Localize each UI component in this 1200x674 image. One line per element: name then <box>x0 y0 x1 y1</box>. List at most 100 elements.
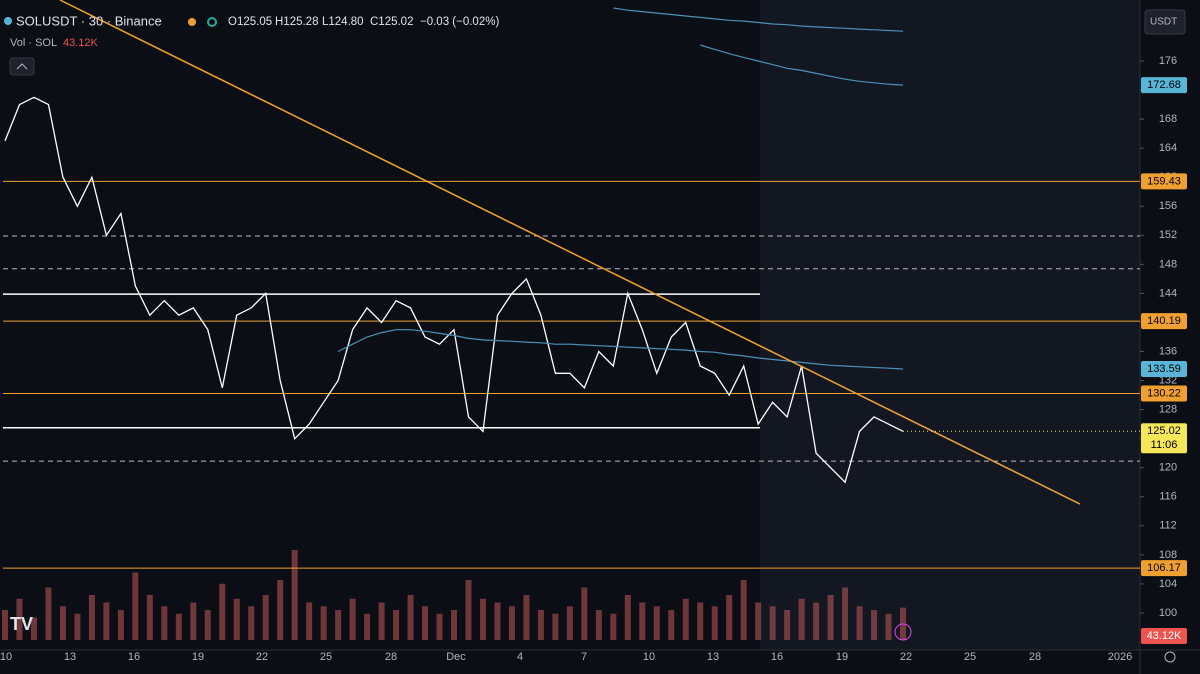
y-tick-label: 144 <box>1159 287 1177 299</box>
x-tick-label: 28 <box>385 651 397 663</box>
alert-icon[interactable] <box>894 623 912 641</box>
price-badge <box>1141 423 1187 454</box>
collapse-icon <box>16 63 28 70</box>
x-tick-label: 4 <box>517 651 523 663</box>
series-line <box>700 44 904 86</box>
level-badge-label: 130.22 <box>1147 387 1181 399</box>
x-tick-label: 19 <box>836 651 848 663</box>
volume-bar <box>653 606 660 640</box>
volume-bar <box>219 583 226 640</box>
level-badge-label: 140.19 <box>1147 315 1181 327</box>
series-line <box>337 329 904 370</box>
x-tick-label: 10 <box>643 651 655 663</box>
volume-bar <box>277 580 284 640</box>
ohlc-value: C125.02 <box>370 16 413 28</box>
countdown: 11:06 <box>1151 439 1178 451</box>
volume-bar <box>393 610 400 640</box>
volume-bar <box>378 602 385 640</box>
trendline <box>59 0 1081 505</box>
y-tick-label: 132 <box>1159 374 1177 386</box>
plot <box>2 0 1140 640</box>
volume-bar <box>711 606 718 640</box>
currency-button[interactable] <box>1144 9 1186 35</box>
volume-bar <box>479 598 486 640</box>
level-badge <box>1141 313 1187 330</box>
volume-bar <box>537 610 544 640</box>
collapse-button[interactable] <box>9 57 35 76</box>
volume-bar <box>161 606 168 640</box>
volume-bar <box>30 617 37 640</box>
y-tick-label: 120 <box>1159 462 1177 474</box>
volume-bar <box>798 598 805 640</box>
volume-bar <box>523 595 530 640</box>
price-badge-label: 125.02 <box>1147 425 1181 437</box>
volume-bar <box>291 550 298 640</box>
volume-bar <box>451 610 457 640</box>
symbol-icon <box>4 17 12 25</box>
y-tick-label: 112 <box>1159 520 1177 532</box>
ohlc-value: H125.28 <box>275 16 318 28</box>
y-tick-label: 116 <box>1159 491 1177 503</box>
volume-bar <box>871 610 878 640</box>
volume-badge-label: 43.12K <box>1147 630 1183 642</box>
volume-bar <box>117 610 124 640</box>
status-dot <box>188 18 196 26</box>
x-tick-label: 25 <box>320 651 332 663</box>
volume-title: Vol · SOL <box>10 37 57 49</box>
y-tick-label: 104 <box>1159 578 1177 590</box>
volume-bar <box>74 613 81 640</box>
level-badge <box>1141 385 1187 402</box>
price-badge-label: 172.68 <box>1147 79 1181 91</box>
volume-bar <box>132 572 139 640</box>
volume-bar <box>668 610 675 640</box>
y-tick-label: 176 <box>1159 55 1177 67</box>
volume-badge <box>1141 628 1187 644</box>
y-tick-label: 152 <box>1159 229 1177 241</box>
volume-bar <box>508 606 515 640</box>
volume-bar <box>581 587 588 640</box>
currency: USDT <box>1150 17 1177 28</box>
x-tick-label: 16 <box>128 651 140 663</box>
volume-bar <box>146 595 153 640</box>
volume-bar <box>103 602 110 640</box>
x-tick-label: Dec <box>446 651 466 663</box>
volume-bar <box>436 613 443 640</box>
volume-bar <box>262 595 269 640</box>
volume-bar <box>740 580 747 640</box>
volume-bar <box>335 610 342 640</box>
volume-bar <box>697 602 704 640</box>
volume-bar <box>407 595 414 640</box>
ohlc-value: L124.80 <box>322 16 364 28</box>
x-tick-label: 28 <box>1029 651 1041 663</box>
overlay: SOLUSDT · 30 · Binance Vol · SOL 43.12K … <box>0 9 1187 663</box>
volume-bar <box>813 602 820 640</box>
settings-icon[interactable] <box>1164 651 1176 663</box>
level-badge-label: 106.17 <box>1147 562 1181 574</box>
volume-bar <box>682 598 689 640</box>
x-tick-label: 22 <box>900 651 912 663</box>
chart-title: SOLUSDT · 30 · Binance <box>16 13 162 28</box>
volume-bar <box>769 606 776 640</box>
series-line <box>4 96 904 484</box>
y-tick-label: 148 <box>1159 258 1177 270</box>
volume-bar <box>784 610 791 640</box>
volume-bar <box>45 587 52 640</box>
volume-bar <box>16 598 23 640</box>
ohlc-value: −0.03 (−0.02%) <box>420 16 499 28</box>
volume-bar <box>175 613 182 640</box>
y-tick-label: 136 <box>1159 345 1177 357</box>
y-tick-label: 168 <box>1159 113 1177 125</box>
x-tick-label: 19 <box>192 651 204 663</box>
y-tick-label: 100 <box>1159 607 1177 619</box>
volume-bar <box>248 606 255 640</box>
y-tick-label: 164 <box>1159 142 1177 154</box>
volume-bar <box>624 595 631 640</box>
volume-bar <box>639 602 646 640</box>
level-badge <box>1141 560 1187 577</box>
volume-bar <box>827 595 834 640</box>
x-tick-label: 2026 <box>1108 651 1132 663</box>
volume-bar <box>552 613 559 640</box>
session-area <box>760 0 1140 650</box>
